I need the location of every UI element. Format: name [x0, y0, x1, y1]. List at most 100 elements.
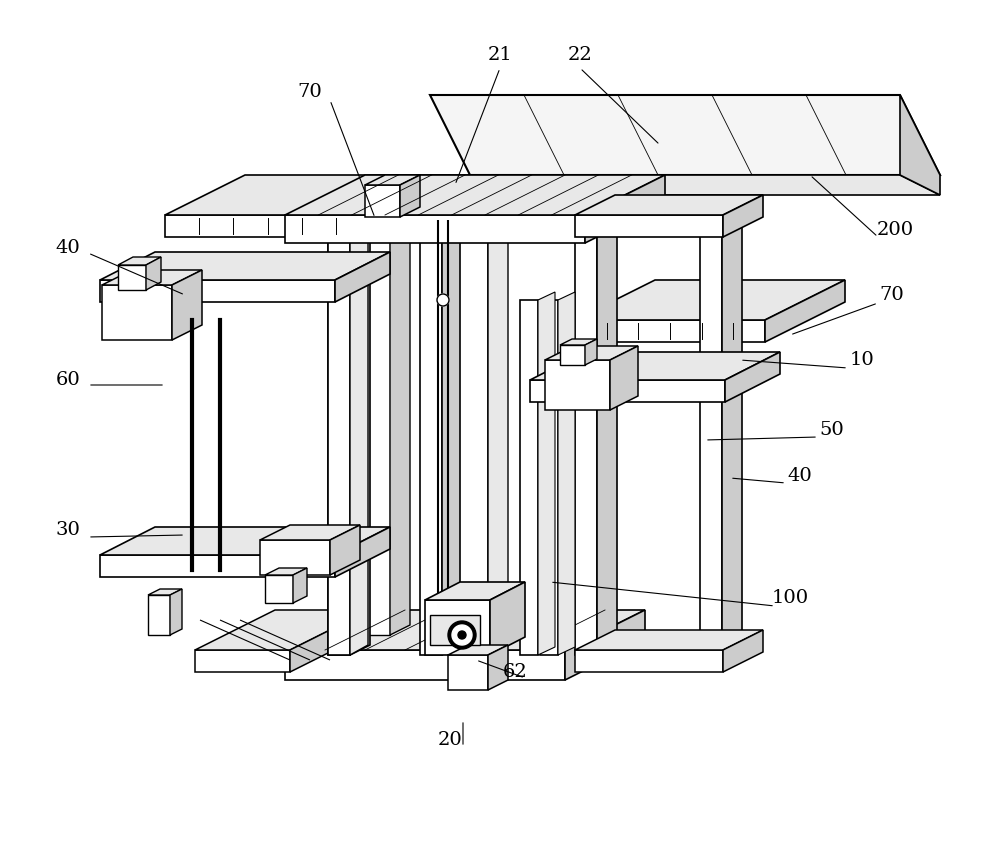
- Polygon shape: [540, 300, 558, 655]
- Polygon shape: [100, 555, 335, 577]
- Text: 30: 30: [56, 521, 80, 539]
- Polygon shape: [448, 645, 508, 655]
- Text: 40: 40: [56, 239, 80, 257]
- Polygon shape: [488, 210, 508, 655]
- Polygon shape: [118, 265, 146, 290]
- Polygon shape: [195, 610, 370, 650]
- Polygon shape: [460, 220, 488, 655]
- Text: 70: 70: [880, 286, 904, 304]
- Polygon shape: [430, 175, 940, 195]
- Text: 20: 20: [438, 731, 462, 749]
- Polygon shape: [765, 280, 845, 342]
- Polygon shape: [102, 285, 172, 340]
- Polygon shape: [195, 650, 290, 672]
- Polygon shape: [575, 320, 765, 342]
- Polygon shape: [558, 292, 575, 655]
- Polygon shape: [545, 360, 610, 410]
- Polygon shape: [265, 568, 307, 575]
- Circle shape: [458, 631, 466, 639]
- Polygon shape: [170, 589, 182, 635]
- Polygon shape: [118, 257, 161, 265]
- Polygon shape: [425, 600, 490, 655]
- Text: 100: 100: [771, 589, 809, 607]
- Polygon shape: [290, 610, 370, 672]
- Polygon shape: [335, 527, 390, 577]
- Text: 60: 60: [56, 371, 80, 389]
- Polygon shape: [100, 280, 335, 302]
- Polygon shape: [328, 220, 350, 655]
- Polygon shape: [565, 610, 645, 680]
- Polygon shape: [530, 352, 780, 380]
- Polygon shape: [350, 210, 370, 655]
- Polygon shape: [442, 210, 462, 655]
- Polygon shape: [285, 610, 645, 650]
- Polygon shape: [700, 210, 742, 220]
- Polygon shape: [400, 175, 420, 217]
- Polygon shape: [146, 257, 161, 290]
- Polygon shape: [430, 95, 940, 175]
- Polygon shape: [368, 190, 410, 200]
- Polygon shape: [538, 292, 555, 655]
- Polygon shape: [172, 270, 202, 340]
- Polygon shape: [285, 215, 585, 243]
- Polygon shape: [100, 527, 390, 555]
- Polygon shape: [265, 575, 293, 603]
- Polygon shape: [328, 210, 370, 220]
- Text: 40: 40: [788, 467, 812, 485]
- Text: 21: 21: [488, 46, 512, 64]
- Polygon shape: [585, 339, 597, 365]
- Polygon shape: [488, 645, 508, 690]
- Polygon shape: [490, 582, 525, 655]
- Polygon shape: [365, 175, 420, 185]
- Polygon shape: [430, 615, 480, 645]
- Polygon shape: [723, 630, 763, 672]
- Polygon shape: [725, 352, 780, 402]
- Polygon shape: [285, 175, 665, 215]
- Polygon shape: [165, 175, 450, 215]
- Polygon shape: [260, 540, 330, 575]
- Polygon shape: [260, 525, 360, 540]
- Polygon shape: [448, 655, 488, 690]
- Polygon shape: [575, 280, 845, 320]
- Circle shape: [437, 294, 449, 306]
- Polygon shape: [575, 195, 763, 215]
- Polygon shape: [335, 252, 390, 302]
- Polygon shape: [585, 175, 665, 243]
- Polygon shape: [420, 220, 442, 655]
- Polygon shape: [165, 215, 370, 237]
- Polygon shape: [700, 220, 722, 655]
- Text: 10: 10: [850, 351, 874, 369]
- Polygon shape: [723, 195, 763, 237]
- Polygon shape: [545, 346, 638, 360]
- Circle shape: [452, 625, 472, 645]
- Circle shape: [448, 621, 476, 649]
- Polygon shape: [328, 220, 350, 655]
- Polygon shape: [420, 210, 462, 220]
- Polygon shape: [425, 582, 525, 600]
- Polygon shape: [575, 630, 763, 650]
- Polygon shape: [597, 210, 617, 655]
- Polygon shape: [148, 589, 182, 595]
- Polygon shape: [390, 190, 410, 635]
- Polygon shape: [560, 339, 597, 345]
- Polygon shape: [722, 210, 742, 655]
- Polygon shape: [520, 300, 538, 655]
- Polygon shape: [368, 200, 390, 635]
- Polygon shape: [100, 252, 390, 280]
- Text: 200: 200: [876, 221, 914, 239]
- Polygon shape: [293, 568, 307, 603]
- Polygon shape: [900, 95, 940, 195]
- Polygon shape: [575, 215, 723, 237]
- Polygon shape: [560, 345, 585, 365]
- Polygon shape: [370, 175, 450, 237]
- Polygon shape: [330, 525, 360, 575]
- Polygon shape: [575, 650, 723, 672]
- Text: 22: 22: [568, 46, 592, 64]
- Polygon shape: [350, 210, 368, 655]
- Text: 70: 70: [298, 83, 322, 101]
- Polygon shape: [285, 650, 565, 680]
- Polygon shape: [102, 270, 202, 285]
- Polygon shape: [148, 595, 170, 635]
- Polygon shape: [530, 380, 725, 402]
- Polygon shape: [575, 210, 617, 220]
